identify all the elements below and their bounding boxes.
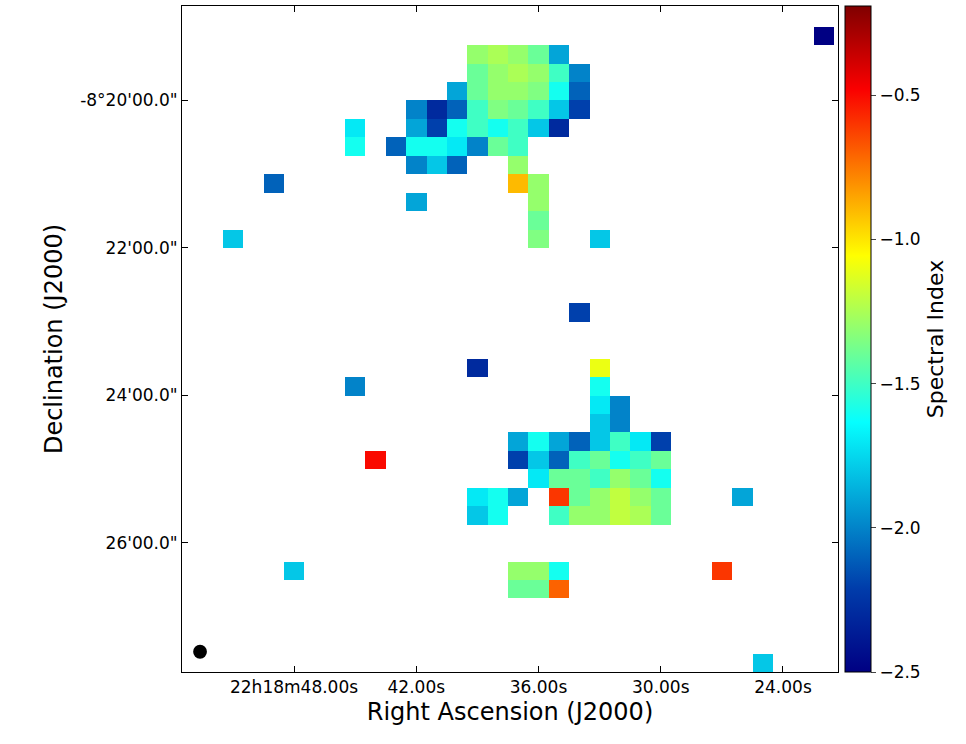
svg-text:−2.0: −2.0 bbox=[879, 518, 920, 538]
svg-text:−2.5: −2.5 bbox=[879, 662, 920, 682]
svg-text:-8°20'00.0": -8°20'00.0" bbox=[80, 90, 177, 110]
svg-text:Right Ascension (J2000): Right Ascension (J2000) bbox=[367, 698, 654, 726]
svg-text:22'00.0": 22'00.0" bbox=[106, 238, 178, 258]
svg-text:24'00.0": 24'00.0" bbox=[106, 385, 178, 405]
svg-text:−0.5: −0.5 bbox=[879, 85, 920, 105]
svg-text:Declination (J2000): Declination (J2000) bbox=[40, 224, 68, 454]
svg-text:30.00s: 30.00s bbox=[632, 677, 690, 697]
svg-text:−1.5: −1.5 bbox=[879, 374, 920, 394]
svg-text:22h18m48.00s: 22h18m48.00s bbox=[230, 677, 358, 697]
svg-text:−1.0: −1.0 bbox=[879, 229, 920, 249]
svg-text:26'00.0": 26'00.0" bbox=[106, 533, 178, 553]
svg-text:36.00s: 36.00s bbox=[510, 677, 568, 697]
svg-text:24.00s: 24.00s bbox=[754, 677, 812, 697]
svg-text:Spectral Index: Spectral Index bbox=[923, 260, 948, 418]
svg-text:42.00s: 42.00s bbox=[388, 677, 446, 697]
